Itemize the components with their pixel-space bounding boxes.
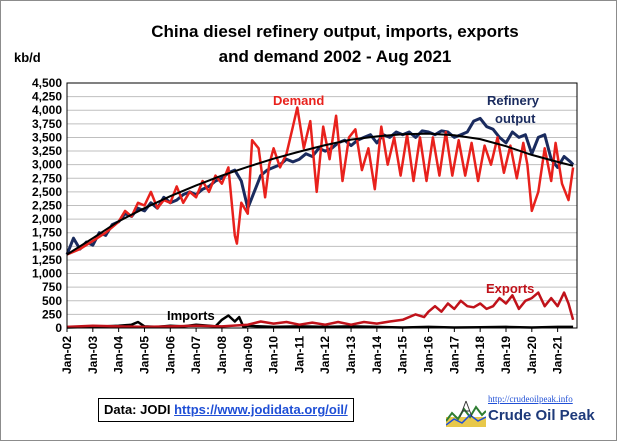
source-note: Data: JODI https://www.jodidata.org/oil/ <box>98 398 354 422</box>
y-tick-label: 3,750 <box>32 117 62 131</box>
x-tick-label: Jan-17 <box>447 336 461 374</box>
x-tick-label: Jan-05 <box>137 336 151 374</box>
y-tick-label: 4,250 <box>32 90 62 104</box>
x-tick-label: Jan-13 <box>344 336 358 374</box>
x-tick-label: Jan-03 <box>86 336 100 374</box>
y-tick-label: 4,500 <box>32 76 62 90</box>
annotation-imports: Imports <box>167 308 215 323</box>
y-tick-labels: 02505007501,0001,2501,5001,7502,0002,250… <box>32 76 62 335</box>
y-tick-label: 750 <box>42 280 62 294</box>
x-tick-label: Jan-10 <box>267 336 281 374</box>
y-tick-label: 3,250 <box>32 144 62 158</box>
y-tick-label: 2,250 <box>32 199 62 213</box>
series-line-demand <box>66 106 575 256</box>
x-tick-label: Jan-18 <box>473 336 487 374</box>
source-link[interactable]: https://www.jodidata.org/oil/ <box>174 402 348 417</box>
x-tick-label: Jan-08 <box>215 336 229 374</box>
oil-derrick-icon <box>446 400 486 427</box>
x-tick-label: Jan-04 <box>112 336 126 374</box>
x-tick-label: Jan-19 <box>499 336 513 374</box>
annotation-demand: Demand <box>273 93 324 108</box>
y-tick-label: 1,500 <box>32 239 62 253</box>
y-tick-label: 0 <box>55 321 62 335</box>
y-tick-label: 500 <box>42 294 62 308</box>
brand-name: Crude Oil Peak <box>488 407 595 424</box>
y-tick-label: 250 <box>42 307 62 321</box>
series-line-exports <box>66 291 575 329</box>
x-tick-label: Jan-11 <box>292 336 306 374</box>
annotation-exports: Exports <box>486 281 534 296</box>
brand-logo: http://crudeoilpeak.info Crude Oil Peak <box>446 393 606 431</box>
annotation-refinery-line-1: Refinery <box>487 93 540 108</box>
x-tick-label: Jan-09 <box>241 336 255 374</box>
x-tick-label: Jan-07 <box>189 336 203 374</box>
chart-title-line-2: and demand 2002 - Aug 2021 <box>219 47 452 66</box>
brand-url[interactable]: http://crudeoilpeak.info <box>488 394 573 404</box>
y-tick-label: 2,750 <box>32 171 62 185</box>
x-tick-label: Jan-15 <box>396 336 410 374</box>
x-tick-label: Jan-14 <box>370 336 384 374</box>
y-tick-label: 3,500 <box>32 130 62 144</box>
x-tick-label: Jan-21 <box>551 336 565 374</box>
y-tick-label: 2,500 <box>32 185 62 199</box>
x-tick-label: Jan-16 <box>422 336 436 374</box>
y-tick-label: 1,750 <box>32 226 62 240</box>
y-tick-label: 1,250 <box>32 253 62 267</box>
x-tick-label: Jan-06 <box>163 336 177 374</box>
y-tick-label: 4,000 <box>32 103 62 117</box>
y-axis-label: kb/d <box>14 50 41 65</box>
x-tick-label: Jan-02 <box>60 336 74 374</box>
source-label: Data: JODI <box>104 402 171 417</box>
y-tick-label: 1,000 <box>32 267 62 281</box>
y-tick-label: 3,000 <box>32 158 62 172</box>
x-tick-labels: Jan-02 Jan-03 Jan-04 Jan-05 Jan-06 Jan-07 Jan-… <box>60 328 565 374</box>
y-tick-label: 2,000 <box>32 212 62 226</box>
series-line-trend <box>66 132 574 256</box>
chart-title-line-1: China diesel refinery output, imports, e… <box>151 22 518 41</box>
x-tick-label: Jan-20 <box>525 336 539 374</box>
series-lines <box>65 106 575 329</box>
x-tick-label: Jan-12 <box>318 336 332 374</box>
plot-area-border <box>66 82 578 329</box>
annotation-refinery-line-2: output <box>495 111 536 126</box>
